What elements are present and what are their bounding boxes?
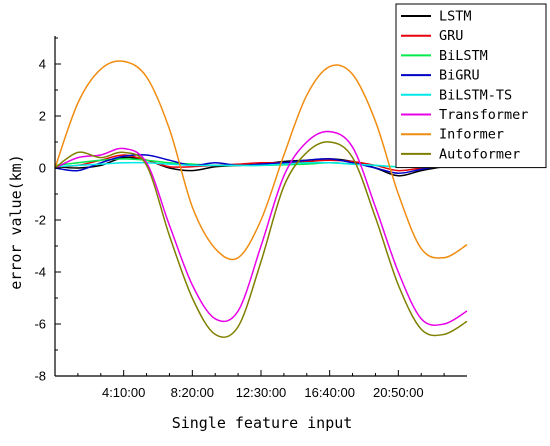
legend-label: Autoformer [439,146,520,162]
y-tick-label: -4 [34,265,46,280]
x-tick-label: 8:20:00 [171,385,214,400]
y-tick-label: -8 [34,369,46,384]
legend-label: BiLSTM [439,48,488,64]
series-line-autoformer [54,141,468,338]
series-line-gru [54,154,468,172]
legend-box [395,3,547,169]
x-tick-label: 16:40:00 [304,385,355,400]
y-axis-title: error value(km) [7,154,25,289]
x-tick-label: 12:30:00 [236,385,287,400]
legend-label: BiGRU [439,68,480,84]
legend-label: LSTM [439,9,472,25]
y-tick-label: -6 [34,317,46,332]
series-line-bigru [54,154,468,174]
y-tick-label: 4 [39,57,46,72]
y-tick-label: 2 [39,109,46,124]
plot-lines [54,60,468,338]
legend-label: Transformer [439,107,528,123]
axes: -8 -6 -4 -2 0 2 4 4:10:00 8:20:00 12:30:00 16:40:0… [34,36,467,400]
legend: LSTM GRU BiLSTM BiGRU BiLSTM-TS Transformer In… [395,3,547,169]
legend-label: Informer [439,127,504,143]
series-line-transformer [54,130,468,326]
legend-label: BiLSTM-TS [439,87,512,103]
legend-label: GRU [439,28,463,44]
x-tick-label: 20:50:00 [373,385,424,400]
x-tick-label: 4:10:00 [102,385,145,400]
x-axis-title: Single feature input [172,414,353,432]
y-tick-label: -2 [34,213,46,228]
series-line-informer [54,60,468,261]
y-tick-label: 0 [39,161,46,176]
